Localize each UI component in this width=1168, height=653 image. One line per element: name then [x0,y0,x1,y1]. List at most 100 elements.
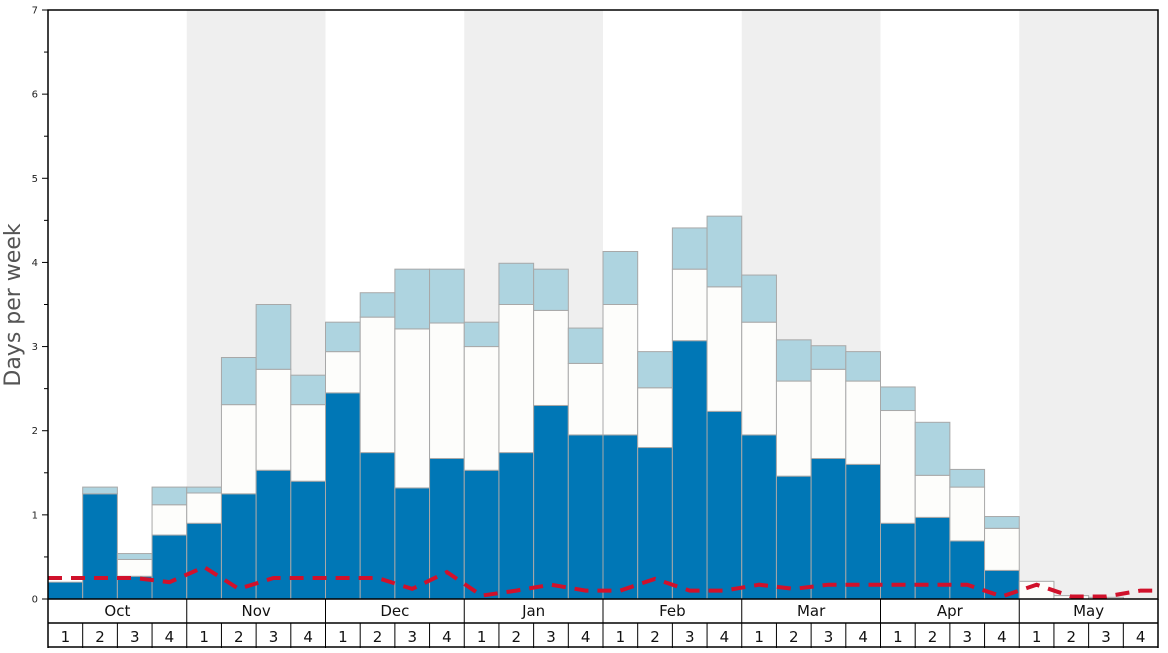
bar-segment [429,268,465,324]
bar-segment [463,321,500,348]
bar-segment [116,553,153,560]
dashed-series-line [48,564,1158,599]
week-label: 3 [269,628,279,646]
bar-segment [706,286,743,412]
bar-segment [741,321,777,436]
month-label: Apr [937,602,964,620]
bar-segment [671,340,708,600]
bar-segment [914,421,951,476]
bar-segment [775,380,812,477]
week-label: 2 [650,628,660,646]
week-label: 3 [685,628,695,646]
week-label: 4 [581,628,591,646]
bar-segment [845,463,881,600]
bar-segment [325,392,361,600]
week-label: 1 [754,628,764,646]
week-label: 1 [338,628,348,646]
month-label: Feb [659,602,686,620]
month-label: Oct [104,602,130,620]
bar-segment [429,322,465,459]
week-label: 4 [1136,628,1146,646]
month-label: Mar [797,602,826,620]
bar-segment [775,475,812,600]
bar-segment [255,368,292,471]
week-label: 3 [1101,628,1111,646]
week-label: 2 [95,628,105,646]
bar-segment [394,268,431,330]
bar-segment [151,504,188,536]
bar-segment [220,404,257,495]
bar-segment [463,346,500,471]
bar-segment [151,534,188,600]
week-label: 2 [512,628,522,646]
bar-segment [82,486,118,495]
y-tick-label: 3 [32,342,38,353]
bar-segment [810,457,847,600]
y-axis-label: Days per week [1,223,26,386]
bar-segment [290,404,326,482]
week-label: 3 [407,628,417,646]
bar-segment [949,540,986,600]
bar-segment [359,316,396,454]
bar-segment [880,522,916,600]
bar-segment [949,486,986,542]
week-label: 2 [789,628,799,646]
week-label: 4 [997,628,1007,646]
y-tick-label: 7 [32,6,38,17]
bar-segment [498,304,535,454]
bar-segment [845,380,881,465]
bar-segment [47,581,84,600]
week-label: 1 [61,628,71,646]
bar-segment [602,250,639,306]
y-tick-label: 1 [32,510,38,521]
week-label: 3 [824,628,834,646]
bar-segment [706,215,743,288]
week-label: 2 [1067,628,1077,646]
week-label: 4 [720,628,730,646]
month-label: May [1073,602,1104,620]
bar-segment [151,486,188,506]
bar-segment [914,516,951,600]
bar-segment [810,368,847,459]
week-label: 3 [546,628,556,646]
week-label: 2 [928,628,938,646]
y-tick-label: 0 [32,595,38,606]
bar-segment [602,304,639,436]
bar-segment [567,362,604,436]
bar-segment [220,357,257,406]
bar-segment [359,292,396,318]
week-label: 3 [962,628,972,646]
y-tick-label: 6 [32,90,38,101]
bar-segment [567,434,604,600]
month-label: Dec [380,602,409,620]
x-axis: Oct 1 2 3 4 Nov 1 2 3 4 Dec 1 2 3 4 Jan 1 2 3 4 Feb 1 2 3 4 Mar 1 2… [47,9,1159,648]
bar-segment [741,434,777,600]
bar-segment [186,522,222,600]
month-label: Jan [521,602,545,620]
bar-segment [984,569,1020,600]
bar-segment [463,469,500,600]
bar-segment [325,351,361,394]
bar-segment [706,410,743,600]
y-tick-label: 5 [32,174,38,185]
bar-segment [637,387,673,449]
bar-segment [533,309,569,406]
bar-segment [533,404,569,600]
bar-segment [880,410,916,524]
bar-segment [880,386,916,412]
bar-segment [810,345,847,370]
y-axis: 0 1 2 3 4 5 6 7 [32,6,48,606]
week-label: 4 [442,628,452,646]
bar-segment [741,274,777,323]
bar-segment [255,304,292,370]
week-label: 2 [373,628,383,646]
bar-segment [984,527,1020,571]
bars [47,215,1124,600]
bar-segment [498,262,535,305]
bar-segment [775,339,812,382]
bar-segment [394,328,431,489]
month-label: Nov [241,602,270,620]
bar-segment [671,268,708,342]
bar-segment [533,268,569,311]
